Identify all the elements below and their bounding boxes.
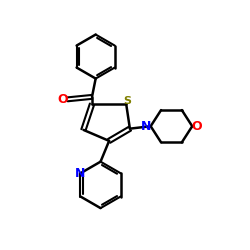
Text: N: N — [141, 120, 152, 133]
Text: O: O — [191, 120, 202, 133]
Text: N: N — [75, 167, 86, 180]
Text: S: S — [124, 96, 132, 106]
Text: O: O — [58, 93, 68, 106]
